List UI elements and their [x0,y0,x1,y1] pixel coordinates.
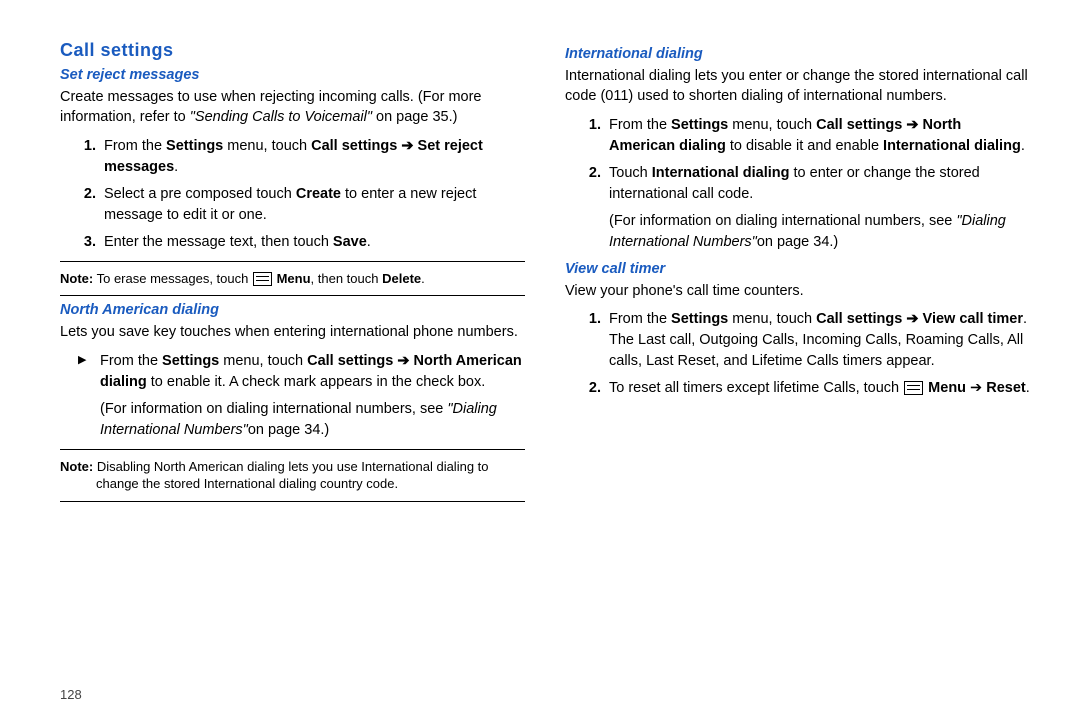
heading-international-dialing: International dialing [565,46,1030,62]
heading-view-call-timer: View call timer [565,261,1030,277]
left-column: Call settings Set reject messages Create… [60,40,525,700]
heading-north-american-dialing: North American dialing [60,302,525,318]
note-text: Note: To erase messages, touch Menu, the… [60,268,525,290]
paragraph: International dialing lets you enter or … [565,66,1030,107]
list-item: From the Settings menu, touch Call setti… [605,309,1030,372]
list-item: Select a pre composed touch Create to en… [100,184,525,226]
bullet-list: From the Settings menu, touch Call setti… [60,351,525,441]
list-item: Touch International dialing to enter or … [605,163,1030,253]
list-item: From the Settings menu, touch Call setti… [100,351,525,441]
list-item: To reset all timers except lifetime Call… [605,378,1030,399]
steps-list: From the Settings menu, touch Call setti… [60,136,525,253]
paragraph: View your phone's call time counters. [565,281,1030,301]
divider [60,449,525,450]
paragraph: Lets you save key touches when entering … [60,322,525,342]
list-item: From the Settings menu, touch Call setti… [100,136,525,178]
heading-set-reject-messages: Set reject messages [60,67,525,83]
menu-icon [253,272,272,286]
heading-call-settings: Call settings [60,40,525,61]
paragraph: Create messages to use when rejecting in… [60,87,525,128]
note-text: Note: Disabling North American dialing l… [60,456,525,495]
steps-list: From the Settings menu, touch Call setti… [565,309,1030,399]
right-column: International dialing International dial… [565,40,1030,700]
divider [60,261,525,262]
list-item: From the Settings menu, touch Call setti… [605,115,1030,157]
page-number: 128 [60,687,82,702]
menu-icon [904,381,923,395]
divider [60,295,525,296]
steps-list: From the Settings menu, touch Call setti… [565,115,1030,253]
divider [60,501,525,502]
list-item: Enter the message text, then touch Save. [100,232,525,253]
